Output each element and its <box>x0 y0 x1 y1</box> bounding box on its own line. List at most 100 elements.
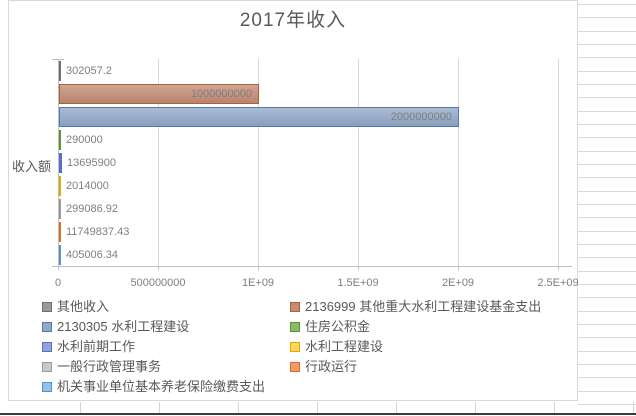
gridline <box>258 59 259 266</box>
legend-label: 水利工程建设 <box>305 339 384 354</box>
sheet-row-border <box>578 257 636 259</box>
sheet-row-border <box>578 163 636 165</box>
sheet-row-border <box>578 177 636 179</box>
legend-item-series-1[interactable]: 其他收入 <box>42 300 109 314</box>
sheet-row-border <box>578 283 636 285</box>
sheet-row-border <box>578 43 636 45</box>
sheet-row-border <box>578 270 636 272</box>
bar-series-4[interactable] <box>59 129 61 150</box>
x-axis-tick <box>258 266 259 270</box>
sheet-row-border <box>578 350 636 352</box>
spreadsheet-cells-right[interactable] <box>578 0 636 405</box>
sheet-row-border <box>578 137 636 139</box>
window-bottom-edge <box>0 413 636 415</box>
sheet-row-border <box>578 123 636 125</box>
sheet-row-border <box>578 57 636 59</box>
legend-label: 2136999 其他重大水利工程建设基金支出 <box>305 299 542 314</box>
sheet-row-border <box>578 150 636 152</box>
sheet-row-border <box>578 323 636 325</box>
bar-series-6[interactable] <box>59 175 61 196</box>
legend-item-series-2[interactable]: 2136999 其他重大水利工程建设基金支出 <box>290 300 541 314</box>
bar-series-9[interactable] <box>59 244 61 265</box>
bar-series-1[interactable] <box>59 60 61 81</box>
legend-label: 住房公积金 <box>305 319 371 334</box>
y-axis-end-tick <box>52 59 64 60</box>
x-axis-tick-label: 0 <box>54 277 62 289</box>
sheet-row-border <box>578 243 636 245</box>
legend-item-series-7[interactable]: 一般行政管理事务 <box>42 360 161 374</box>
x-axis-tick <box>158 266 159 270</box>
sheet-row-border <box>578 203 636 205</box>
sheet-row-border <box>578 70 636 72</box>
sheet-row-border <box>578 83 636 85</box>
x-axis-tick-label: 1E+09 <box>241 277 275 289</box>
legend-swatch-icon <box>290 362 300 372</box>
data-label-series-6: 2014000 <box>66 180 109 192</box>
sheet-column-border <box>396 402 397 413</box>
gridline <box>458 59 459 266</box>
legend-item-series-9[interactable]: 机关事业单位基本养老保险缴费支出 <box>42 380 265 394</box>
data-label-series-9: 405006.34 <box>66 249 118 261</box>
sheet-row-border <box>578 377 636 379</box>
legend-item-series-6[interactable]: 水利工程建设 <box>290 340 383 354</box>
x-axis-tick <box>358 266 359 270</box>
legend-item-series-4[interactable]: 住房公积金 <box>290 320 370 334</box>
data-label-series-7: 299086.92 <box>66 203 118 215</box>
sheet-column-border <box>554 402 555 413</box>
legend-label: 机关事业单位基本养老保险缴费支出 <box>57 379 266 394</box>
bar-series-7[interactable] <box>59 198 61 219</box>
sheet-column-border <box>80 402 81 413</box>
legend-label: 水利前期工作 <box>57 339 136 354</box>
legend-item-series-8[interactable]: 行政运行 <box>290 360 357 374</box>
gridline <box>558 59 559 266</box>
data-label-series-3: 2000000000 <box>390 111 452 123</box>
bar-series-3[interactable] <box>59 106 459 127</box>
sheet-row-border <box>578 30 636 32</box>
sheet-row-border <box>578 297 636 299</box>
sheet-row-border <box>578 190 636 192</box>
chart-title[interactable]: 2017年收入 <box>239 10 347 31</box>
sheet-row-border <box>578 230 636 232</box>
legend-swatch-icon <box>42 302 52 312</box>
sheet-column-border <box>159 402 160 413</box>
gridline <box>358 59 359 266</box>
legend-label: 其他收入 <box>57 299 110 314</box>
legend-label: 一般行政管理事务 <box>57 359 162 374</box>
x-axis-tick-label: 500000000 <box>130 277 186 289</box>
legend-item-series-5[interactable]: 水利前期工作 <box>42 340 135 354</box>
legend-swatch-icon <box>42 382 52 392</box>
sheet-row-border <box>578 97 636 99</box>
sheet-row-border <box>578 310 636 312</box>
data-label-series-5: 13695900 <box>67 157 116 169</box>
legend-label: 行政运行 <box>305 359 358 374</box>
spreadsheet-cells-bottom[interactable] <box>0 401 636 414</box>
legend-label: 2130305 水利工程建设 <box>57 319 190 334</box>
legend-swatch-icon <box>290 302 300 312</box>
gridline <box>158 59 159 266</box>
data-label-series-1: 302057.2 <box>66 65 112 77</box>
legend-item-series-3[interactable]: 2130305 水利工程建设 <box>42 320 189 334</box>
y-axis-line <box>58 59 59 270</box>
x-axis-line <box>52 266 572 267</box>
bar-series-5[interactable] <box>59 152 62 173</box>
x-axis-tick-label: 2.5E+09 <box>537 277 579 289</box>
y-axis-title[interactable]: 收入额 <box>12 159 52 174</box>
x-axis-tick-label: 2E+09 <box>441 277 475 289</box>
sheet-row-border <box>578 17 636 19</box>
sheet-row-border <box>578 337 636 339</box>
sheet-column-border <box>633 402 634 413</box>
legend-swatch-icon <box>42 342 52 352</box>
chart-area[interactable] <box>8 0 578 401</box>
bar-series-2[interactable] <box>59 83 259 104</box>
x-axis-tick <box>458 266 459 270</box>
data-label-series-8: 11749837.43 <box>66 226 130 238</box>
sheet-row-border <box>578 217 636 219</box>
data-label-series-2: 1000000000 <box>190 88 252 100</box>
bar-series-8[interactable] <box>59 221 61 242</box>
sheet-row-border <box>578 110 636 112</box>
sheet-row-border <box>578 403 636 405</box>
